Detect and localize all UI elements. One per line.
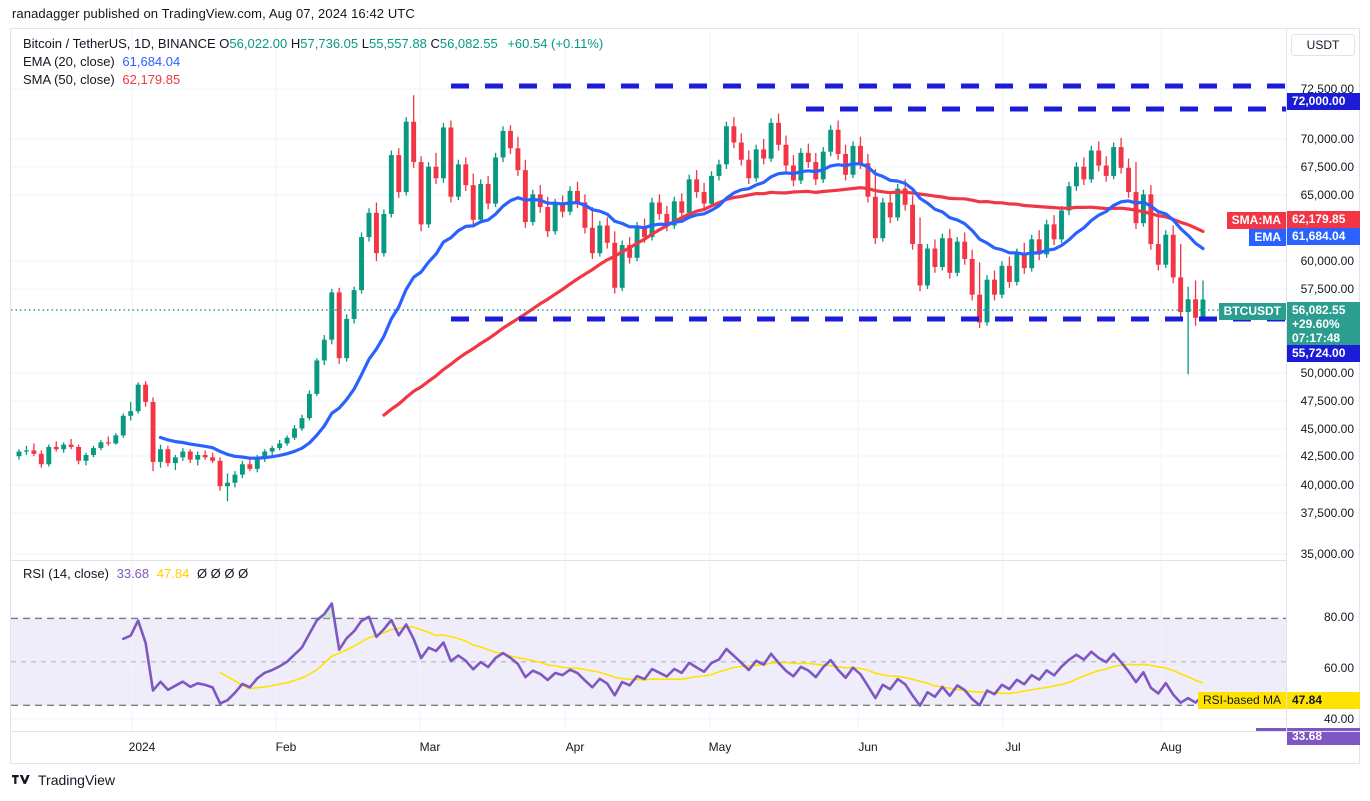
time-axis-label: Aug — [1160, 740, 1182, 754]
time-axis-label: May — [708, 740, 732, 754]
time-divider — [11, 731, 1360, 732]
axis-tick-label: 70,000.00 — [1300, 132, 1354, 146]
axis-tick-label: 67,500.00 — [1300, 160, 1354, 174]
symbol-price-tag: BTCUSDT — [1218, 303, 1286, 320]
currency-label: USDT — [1306, 38, 1340, 52]
tradingview-logo-icon — [12, 775, 30, 784]
price-axis[interactable]: USDT 72,500.00 70,000.00 67,500.00 65,000.0… — [1287, 29, 1360, 561]
countdown: 07:17:48 — [1287, 330, 1360, 347]
ema-value: 61,684.04 — [122, 54, 181, 69]
resistance-72000: 72,000.00 — [1287, 93, 1360, 110]
axis-tick-label: 80.00 — [1323, 610, 1354, 624]
time-axis-label: Mar — [419, 740, 441, 754]
currency-chip[interactable]: USDT — [1291, 34, 1355, 56]
axis-tick-label: 45,000.00 — [1300, 422, 1354, 436]
price-pane[interactable]: Bitcoin / TetherUS, 1D, BINANCE O56,022.… — [11, 29, 1286, 560]
ohlc-c-prefix: C — [430, 36, 440, 51]
tradingview-brand: TradingView — [38, 772, 116, 788]
time-axis-label: 2024 — [128, 740, 156, 754]
axis-tick-label: 35,000.00 — [1300, 547, 1354, 561]
ohlc-o-prefix: O — [219, 36, 230, 51]
legend-symbol-row: Bitcoin / TetherUS, 1D, BINANCE O56,022.… — [23, 35, 603, 53]
axis-tick-label: 65,000.00 — [1300, 188, 1354, 202]
rsi-ma-value: 47.84 — [1287, 692, 1360, 709]
last-price: 56,082.55 — [1287, 302, 1360, 319]
rsi-value: 33.68 — [1287, 728, 1360, 745]
legend-ema-row: EMA (20, close) 61,684.04 — [23, 53, 603, 71]
symbol-label[interactable]: Bitcoin / TetherUS, 1D, BINANCE — [23, 36, 216, 51]
rsi-legend-ma-value: 47.84 — [156, 566, 190, 581]
legend-sma-row: SMA (50, close) 62,179.85 — [23, 71, 603, 89]
rsi-legend-label[interactable]: RSI (14, close) — [23, 566, 109, 581]
rsi-tag: RSI — [1255, 728, 1286, 731]
rsi-ma-tag: RSI-based MA — [1197, 692, 1286, 709]
publisher-line: ranadagger published on TradingView.com,… — [12, 6, 415, 21]
time-axis-label: Jun — [858, 740, 878, 754]
axis-separator — [1286, 29, 1287, 731]
rsi-axis[interactable]: 80.00 60.00 40.00 47.84 33.68 — [1287, 561, 1360, 745]
rsi-legend-value: 33.68 — [116, 566, 150, 581]
axis-tick-label: 60,000.00 — [1300, 254, 1354, 268]
sma-label[interactable]: SMA (50, close) — [23, 72, 115, 87]
ohlc-h-prefix: H — [290, 36, 301, 51]
axis-tick-label: 40,000.00 — [1300, 478, 1354, 492]
ohlc-change: +60.54 (+0.11%) — [507, 36, 604, 51]
support-55724: 55,724.00 — [1287, 345, 1360, 362]
rsi-pane[interactable]: RSI (14, close) 33.68 47.84 Ø Ø Ø Ø RSI-… — [11, 561, 1286, 731]
axis-tick-label: 72,500.00 — [1300, 82, 1354, 96]
axis-tick-label: 60.00 — [1323, 661, 1354, 675]
time-axis-label: Jul — [1005, 740, 1021, 754]
tradingview-footer: TradingView — [12, 772, 115, 788]
rsi-legend: RSI (14, close) 33.68 47.84 Ø Ø Ø Ø — [23, 566, 248, 581]
ema-price: 61,684.04 — [1287, 228, 1360, 245]
axis-tick-label: 42,500.00 — [1300, 449, 1354, 463]
ohlc-close: 56,082.55 — [439, 36, 498, 51]
price-chart-svg — [11, 29, 1286, 560]
sma-value: 62,179.85 — [122, 72, 181, 87]
ema-label[interactable]: EMA (20, close) — [23, 54, 115, 69]
sma-price-tag: SMA:MA — [1226, 212, 1286, 229]
price-legend: Bitcoin / TetherUS, 1D, BINANCE O56,022.… — [23, 35, 603, 89]
axis-tick-label: 40.00 — [1323, 712, 1354, 726]
rsi-legend-empty: Ø Ø Ø Ø — [196, 566, 249, 581]
ohlc-high: 57,736.05 — [300, 36, 359, 51]
time-axis-label: Feb — [275, 740, 297, 754]
time-axis-label: Apr — [565, 740, 585, 754]
axis-tick-label: 57,500.00 — [1300, 282, 1354, 296]
rsi-chart-svg — [11, 561, 1286, 731]
axis-tick-label: 47,500.00 — [1300, 394, 1354, 408]
time-axis[interactable]: 2024 Feb Mar Apr May Jun Jul Aug — [11, 732, 1360, 764]
sma-price: 62,179.85 — [1287, 211, 1360, 228]
ohlc-open: 56,022.00 — [229, 36, 288, 51]
pane-divider — [11, 560, 1286, 561]
last-change: +29.60% — [1287, 316, 1360, 333]
ohlc-l-prefix: L — [361, 36, 369, 51]
ema-price-tag: EMA — [1249, 229, 1286, 246]
ohlc-low: 55,557.88 — [368, 36, 427, 51]
axis-tick-label: 37,500.00 — [1300, 506, 1354, 520]
chart-frame: Bitcoin / TetherUS, 1D, BINANCE O56,022.… — [10, 28, 1360, 764]
axis-tick-label: 50,000.00 — [1300, 366, 1354, 380]
